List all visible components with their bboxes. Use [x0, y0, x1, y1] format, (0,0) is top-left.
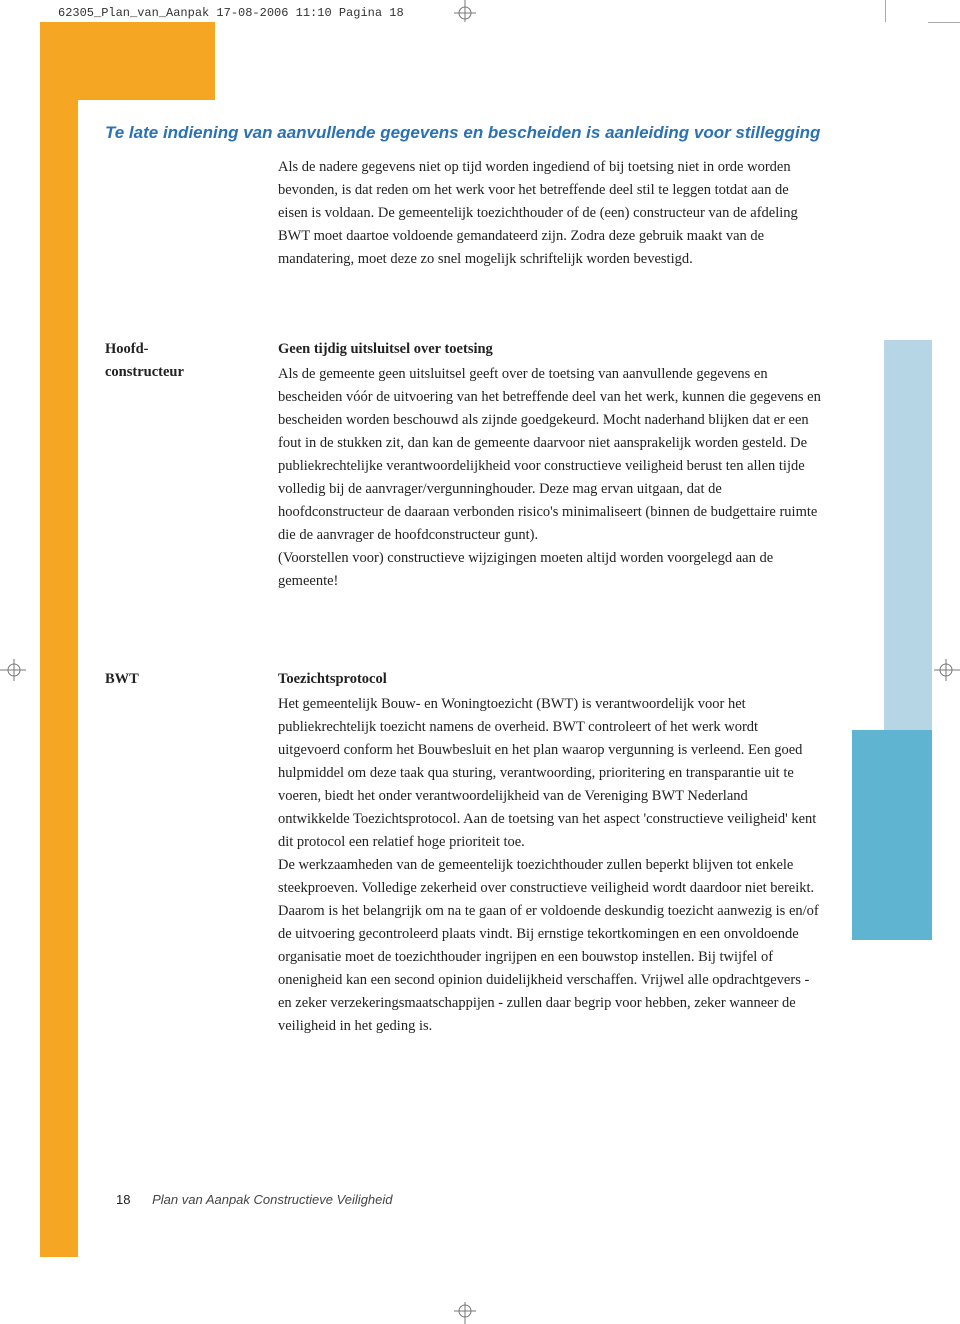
- blue-mid-block: [852, 730, 932, 940]
- side-label: Hoofd- constructeur: [105, 338, 265, 384]
- body-paragraph: Het gemeentelijk Bouw- en Woningtoezicht…: [278, 693, 822, 854]
- section-hoofdconstructeur: Hoofd- constructeur Geen tijdig uitsluit…: [105, 338, 825, 593]
- body-paragraph: De werkzaamheden van de gemeentelijk toe…: [278, 854, 822, 1038]
- registration-mark-icon: [0, 655, 26, 685]
- footer-title: Plan van Aanpak Constructieve Veiligheid: [152, 1192, 392, 1207]
- registration-mark-icon: [450, 0, 480, 22]
- registration-mark-icon: [934, 655, 960, 685]
- subheading: Toezichtsprotocol: [278, 668, 822, 691]
- blue-light-block: [884, 340, 932, 730]
- crop-header: 62305_Plan_van_Aanpak 17-08-2006 11:10 P…: [58, 6, 404, 20]
- orange-header-block: [40, 22, 215, 100]
- intro-paragraph: Als de nadere gegevens niet op tijd word…: [278, 156, 822, 271]
- section-heading: Te late indiening van aanvullende gegeve…: [105, 123, 820, 143]
- page-number: 18: [116, 1192, 130, 1207]
- trim-mark: [928, 22, 960, 23]
- registration-mark-icon: [450, 1302, 480, 1324]
- orange-sidebar: [40, 22, 78, 1257]
- side-label: BWT: [105, 668, 265, 691]
- section-bwt: BWT Toezichtsprotocol Het gemeentelijk B…: [105, 668, 825, 1038]
- trim-mark: [885, 0, 886, 22]
- page-footer: 18 Plan van Aanpak Constructieve Veiligh…: [116, 1192, 393, 1207]
- body-paragraph: Als de gemeente geen uitsluitsel geeft o…: [278, 363, 822, 547]
- body-paragraph: (Voorstellen voor) constructieve wijzigi…: [278, 547, 822, 593]
- subheading: Geen tijdig uitsluitsel over toetsing: [278, 338, 822, 361]
